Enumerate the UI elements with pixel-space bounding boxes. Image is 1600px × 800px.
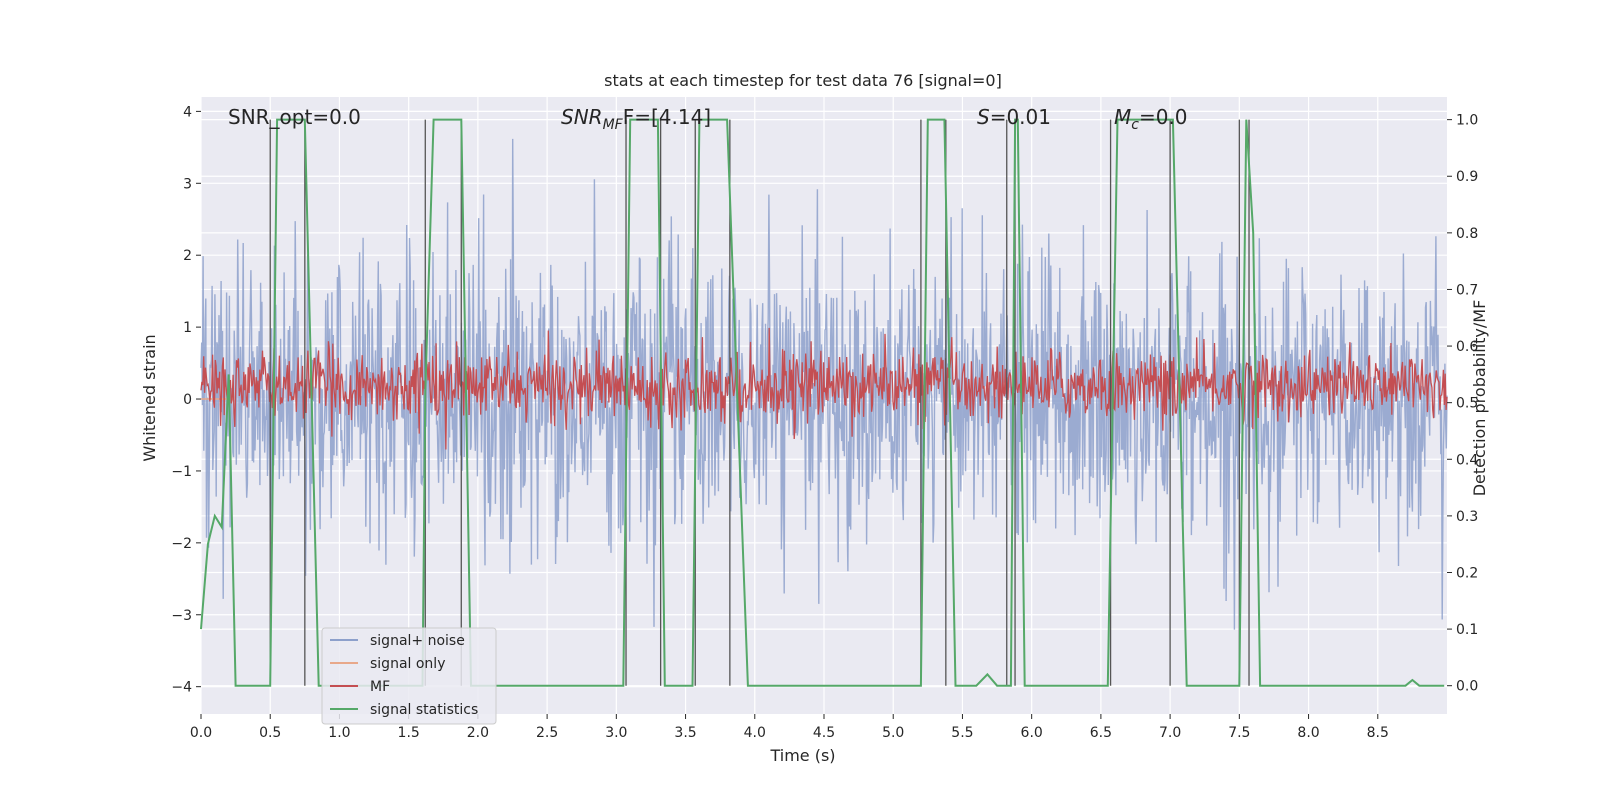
y-left-tick-label-7: 3 (183, 176, 192, 192)
legend-entry-signal-noise: signal+ noise (330, 633, 465, 649)
legend-box (321, 627, 497, 725)
y-right-tick-label-0: 0.0 (1456, 679, 1478, 695)
annotation-mc-sym: M (1114, 105, 1131, 129)
legend-label-mf: MF (370, 679, 390, 695)
legend-entry-signal-only: signal only (330, 656, 445, 672)
y-right-tick-label-2: 0.2 (1456, 565, 1478, 581)
x-tick-label-7: 3.5 (674, 725, 696, 741)
x-tick-label-17: 8.5 (1367, 725, 1389, 741)
annotation-mc-sub: c (1131, 117, 1139, 133)
y-left-tick-label-4: 0 (183, 392, 192, 408)
annotation-s-value: =0.01 (990, 105, 1051, 129)
legend-label-signal-noise: signal+ noise (370, 633, 465, 649)
series-signal-statistics (200, 118, 1445, 687)
legend-entry-mf: MF (330, 679, 390, 695)
x-tick-label-16: 8.0 (1297, 725, 1319, 741)
y-left-tick-label-0: −4 (171, 680, 192, 696)
chart-title: stats at each timestep for test data 76 … (604, 71, 1002, 90)
x-tick-label-6: 3.0 (605, 725, 627, 741)
x-tick-label-4: 2.0 (467, 725, 489, 741)
y-right-tick-label-10: 1.0 (1456, 113, 1478, 129)
annotation-snr-mf-sub: MF (603, 117, 624, 133)
y-left-tick-label-6: 2 (183, 248, 192, 264)
y-axis-label-left: Whitened strain (140, 334, 159, 461)
annotation-snr-mf-base: SNR (561, 105, 603, 129)
y-right-tick-label-4: 0.4 (1456, 452, 1478, 468)
x-tick-label-1: 0.5 (259, 725, 281, 741)
x-tick-label-15: 7.5 (1228, 725, 1250, 741)
legend-label-signal-only: signal only (370, 656, 445, 672)
y-right-tick-label-9: 0.9 (1456, 169, 1478, 185)
x-tick-label-10: 5.0 (882, 725, 904, 741)
y-axis-label-right: Detection probability/MF (1470, 300, 1489, 497)
annotation-snr-opt: SNR_opt=0.0 (228, 105, 361, 129)
axes: 0.0 0.5 1.0 1.5 2.0 2.5 3.0 3.5 4.0 4.5 5.0 5.5 6.0 6… (171, 104, 1478, 741)
y-left-tick-label-5: 1 (183, 320, 192, 336)
x-axis-label: Time (s) (769, 746, 835, 765)
annotation-s: S=0.01 (977, 105, 1051, 129)
line-signal-statistics (200, 118, 1445, 687)
x-tick-label-9: 4.5 (813, 725, 835, 741)
y-right-tick-label-3: 0.3 (1456, 509, 1478, 525)
y-left-tick-label-3: −1 (171, 464, 192, 480)
x-tick-label-5: 2.5 (536, 725, 558, 741)
x-tick-label-14: 7.0 (1159, 725, 1181, 741)
y-left-tick-label-2: −2 (171, 536, 192, 552)
annotation-mc: Mc=0.0 (1114, 105, 1188, 133)
x-tick-label-12: 6.0 (1021, 725, 1043, 741)
y-right-tick-label-8: 0.8 (1456, 226, 1478, 242)
y-right-tick-label-6: 0.6 (1456, 339, 1478, 355)
x-tick-label-3: 1.5 (398, 725, 420, 741)
y-right-tick-label-5: 0.5 (1456, 396, 1478, 412)
annotation-mc-value: =0.0 (1139, 105, 1188, 129)
legend-label-signal-statistics: signal statistics (370, 702, 478, 718)
x-tick-label-13: 6.5 (1090, 725, 1112, 741)
annotation-snr-mf-value: F=[4.14] (623, 105, 711, 129)
legend: signal+ noise signal only MF signal stat… (321, 627, 497, 725)
x-tick-label-11: 5.5 (951, 725, 973, 741)
y-left-tick-label-1: −3 (171, 608, 192, 624)
y-right-tick-label-1: 0.1 (1456, 622, 1478, 638)
x-tick-label-8: 4.0 (744, 725, 766, 741)
x-tick-label-0: 0.0 (190, 725, 212, 741)
annotation-snr-mf: SNRMFF=[4.14] (561, 105, 711, 133)
x-tick-label-2: 1.0 (328, 725, 350, 741)
y-right-tick-label-7: 0.7 (1456, 282, 1478, 298)
annotation-s-sym: S (977, 105, 990, 129)
legend-entry-signal-statistics: signal statistics (330, 702, 478, 718)
y-left-tick-label-8: 4 (183, 104, 192, 120)
